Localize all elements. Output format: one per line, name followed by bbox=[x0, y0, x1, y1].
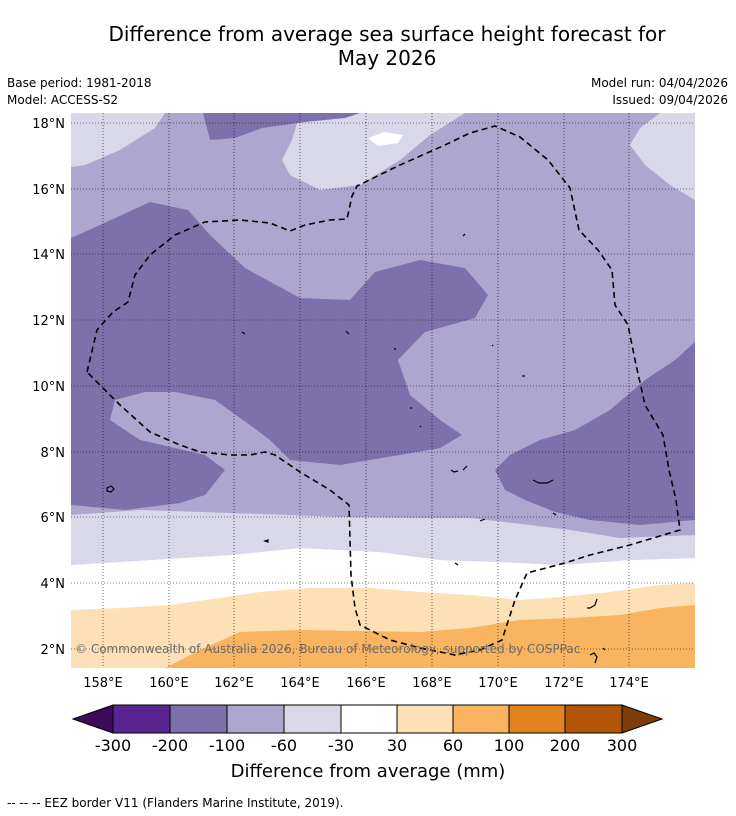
lat-tick-label: 6°N bbox=[41, 511, 66, 526]
lat-tick-label: 16°N bbox=[32, 183, 65, 198]
colorbar-tick-label: -200 bbox=[152, 736, 188, 755]
lat-tick-label: 8°N bbox=[41, 446, 66, 461]
lon-tick-label: 158°E bbox=[83, 676, 123, 691]
colorbar-segment bbox=[452, 704, 510, 734]
lat-tick-label: 12°N bbox=[32, 314, 65, 329]
contour-dark-top bbox=[203, 113, 360, 140]
title-line-2: May 2026 bbox=[337, 46, 437, 70]
lat-tick-label: 10°N bbox=[32, 380, 65, 395]
contour-dark-east bbox=[495, 342, 695, 525]
eez-border bbox=[86, 125, 681, 656]
gridlines bbox=[71, 113, 695, 668]
meta-left: Base period: 1981-2018 Model: ACCESS-S2 bbox=[7, 75, 152, 109]
contour-positive-60-100 bbox=[165, 605, 695, 668]
lon-tick-label: 166°E bbox=[346, 676, 386, 691]
lon-tick-label: 164°E bbox=[280, 676, 320, 691]
colorbar-tick-label: 300 bbox=[607, 736, 638, 755]
lon-tick-label: 160°E bbox=[149, 676, 189, 691]
colorbar-segment bbox=[283, 704, 342, 734]
colorbar-segment bbox=[340, 704, 398, 734]
lon-tick-label: 172°E bbox=[544, 676, 584, 691]
base-period: Base period: 1981-2018 bbox=[7, 76, 152, 90]
colorbar-segment bbox=[564, 704, 623, 734]
title-line-1: Difference from average sea surface heig… bbox=[108, 22, 666, 46]
copyright-notice: © Commonwealth of Australia 2026, Bureau… bbox=[75, 642, 580, 656]
colorbar-tick-label: 60 bbox=[443, 736, 463, 755]
contour-light-topmid bbox=[282, 113, 465, 190]
model-name: Model: ACCESS-S2 bbox=[7, 93, 119, 107]
issued-date: Issued: 09/04/2026 bbox=[612, 93, 728, 107]
lat-tick-label: 4°N bbox=[41, 577, 66, 592]
lat-tick-label: 14°N bbox=[32, 248, 65, 263]
colorbar-tick-label: 30 bbox=[387, 736, 407, 755]
colorbar-tick-label: -300 bbox=[95, 736, 131, 755]
contour-fields bbox=[71, 113, 695, 668]
contour-light-south bbox=[71, 510, 695, 565]
contour-white-patch bbox=[368, 132, 403, 146]
colorbar-tick-label: 200 bbox=[550, 736, 581, 755]
lon-tick-labels: 158°E 160°E 162°E 164°E 166°E 168°E 170°… bbox=[83, 676, 649, 691]
lat-tick-label: 2°N bbox=[41, 643, 66, 658]
lon-tick-label: 162°E bbox=[214, 676, 254, 691]
lat-tick-labels: 18°N 16°N 14°N 12°N 10°N 8°N 6°N 4°N 2°N bbox=[32, 117, 65, 658]
lon-tick-label: 174°E bbox=[609, 676, 649, 691]
colorbar-segment bbox=[508, 704, 566, 734]
colorbar-title: Difference from average (mm) bbox=[230, 761, 506, 782]
map-title: Difference from average sea surface heig… bbox=[0, 22, 736, 70]
colorbar-segment bbox=[396, 704, 454, 734]
lon-tick-label: 170°E bbox=[478, 676, 518, 691]
islands bbox=[106, 233, 606, 664]
contour-dark-west bbox=[71, 202, 488, 510]
colorbar: -300 -200 -100 -60 -30 30 60 100 200 300 bbox=[71, 704, 664, 755]
colorbar-extend-high bbox=[621, 704, 664, 734]
lon-tick-label: 168°E bbox=[412, 676, 452, 691]
colorbar-segment bbox=[112, 704, 171, 734]
colorbar-segment bbox=[169, 704, 228, 734]
colorbar-extend-low bbox=[71, 704, 114, 734]
eez-footnote: -- -- -- EEZ border V11 (Flanders Marine… bbox=[7, 796, 344, 810]
colorbar-tick-label: -100 bbox=[209, 736, 245, 755]
colorbar-segment bbox=[226, 704, 285, 734]
contour-light-topleft bbox=[71, 113, 165, 167]
meta-right: Model run: 04/04/2026 Issued: 09/04/2026 bbox=[591, 75, 728, 109]
colorbar-tick-label: 100 bbox=[494, 736, 525, 755]
colorbar-tick-label: -30 bbox=[328, 736, 354, 755]
colorbar-tick-label: -60 bbox=[271, 736, 297, 755]
contour-light-topright bbox=[630, 113, 695, 200]
lat-tick-label: 18°N bbox=[32, 117, 65, 132]
model-run: Model run: 04/04/2026 bbox=[590, 76, 728, 90]
